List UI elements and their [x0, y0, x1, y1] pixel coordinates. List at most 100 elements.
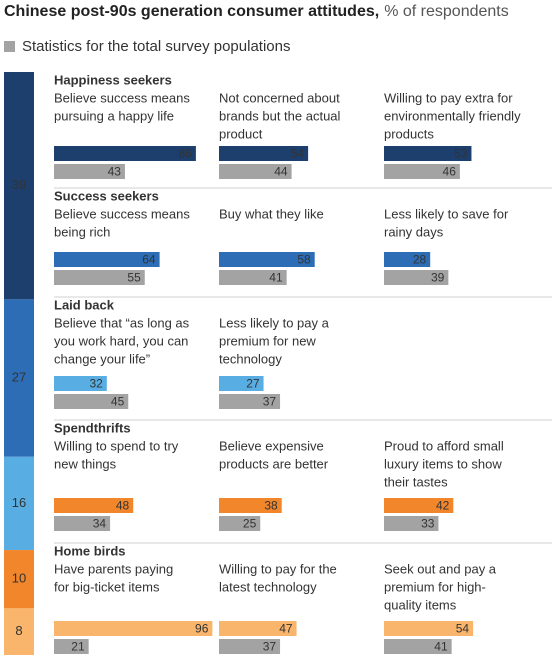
- total-bar: [384, 639, 452, 654]
- total-bar: [54, 270, 145, 285]
- item-label: Believe expensive: [219, 438, 324, 453]
- segment-bar: [54, 498, 134, 513]
- segment-bar: [54, 252, 160, 267]
- item-label: technology: [219, 351, 282, 366]
- bar-value: 42: [436, 499, 450, 513]
- total-bar: [219, 270, 287, 285]
- bar-value: 54: [456, 622, 470, 636]
- group-title: Success seekers: [54, 188, 159, 203]
- bar-value: 32: [89, 377, 103, 391]
- bar-value: 21: [71, 640, 85, 654]
- group-title: Laid back: [54, 297, 115, 312]
- item-label: being rich: [54, 224, 110, 239]
- group-title: Home birds: [54, 543, 126, 558]
- legend-swatch: [4, 41, 15, 52]
- item-label: Believe success means: [54, 90, 190, 105]
- share-segment: [4, 299, 34, 457]
- item-label: premium for new: [219, 333, 316, 348]
- segment-bar: [384, 498, 454, 513]
- segment-bar: [219, 376, 264, 391]
- item-label: change your life”: [54, 351, 150, 366]
- item-label: rainy days: [384, 224, 444, 239]
- segment-bar: [54, 146, 196, 161]
- bar-value: 25: [243, 517, 257, 531]
- total-bar: [54, 516, 111, 531]
- bar-value: 86: [179, 147, 193, 161]
- bar-value: 64: [142, 253, 156, 267]
- segment-bar: [54, 376, 107, 391]
- item-label: latest technology: [219, 579, 317, 594]
- item-label: Seek out and pay a: [384, 561, 497, 576]
- item-label: Willing to pay extra for: [384, 90, 513, 105]
- bar-value: 53: [454, 147, 468, 161]
- total-bar: [54, 394, 129, 409]
- bar-value: 46: [443, 165, 457, 179]
- total-bar: [384, 164, 460, 179]
- item-label: new things: [54, 456, 117, 471]
- group-title: Spendthrifts: [54, 420, 131, 435]
- total-bar: [54, 639, 89, 654]
- share-segment: [4, 72, 34, 300]
- title: Chinese post-90s generation consumer att…: [4, 3, 379, 20]
- total-bar: [384, 270, 449, 285]
- bar-value: 55: [127, 271, 141, 285]
- bar-value: 96: [195, 622, 209, 636]
- item-label: premium for high-: [384, 579, 486, 594]
- share-segment: [4, 456, 34, 551]
- bar-value: 27: [246, 377, 260, 391]
- bar-value: 37: [263, 395, 277, 409]
- segment-bar: [384, 252, 431, 267]
- segment-bar: [219, 252, 315, 267]
- item-label: Have parents paying: [54, 561, 173, 576]
- total-bar: [54, 164, 125, 179]
- item-label: Less likely to pay a: [219, 315, 330, 330]
- total-bar: [384, 516, 439, 531]
- legend-label: Statistics for the total survey populati…: [22, 38, 290, 55]
- item-label: Proud to afford small: [384, 438, 504, 453]
- item-label: quality items: [384, 597, 457, 612]
- item-label: Believe that “as long as: [54, 315, 190, 330]
- total-bar: [219, 164, 292, 179]
- subtitle: % of respondents: [384, 3, 509, 20]
- bar-value: 41: [269, 271, 283, 285]
- total-bar: [219, 639, 281, 654]
- item-label: luxury items to show: [384, 456, 502, 471]
- bar-value: 41: [434, 640, 448, 654]
- item-label: products are better: [219, 456, 329, 471]
- item-label: for big-ticket items: [54, 579, 160, 594]
- segment-bar: [219, 621, 297, 636]
- item-label: Willing to spend to try: [54, 438, 179, 453]
- bar-value: 47: [279, 622, 293, 636]
- item-label: brands but the actual: [219, 108, 341, 123]
- share-label: 39: [12, 177, 26, 192]
- total-bar: [219, 516, 261, 531]
- item-label: Buy what they like: [219, 206, 324, 221]
- bar-value: 43: [108, 165, 122, 179]
- group-title: Happiness seekers: [54, 72, 172, 87]
- bar-value: 28: [413, 253, 427, 267]
- share-label: 8: [15, 623, 22, 638]
- item-label: Willing to pay for the: [219, 561, 337, 576]
- bar-value: 58: [297, 253, 311, 267]
- bar-value: 38: [264, 499, 278, 513]
- item-label: environmentally friendly: [384, 108, 521, 123]
- share-segment: [4, 608, 34, 655]
- bar-value: 39: [431, 271, 445, 285]
- bar-value: 48: [116, 499, 130, 513]
- segment-bar: [384, 146, 472, 161]
- item-label: their tastes: [384, 474, 448, 489]
- bar-value: 34: [93, 517, 107, 531]
- segment-bar: [384, 621, 474, 636]
- item-label: you work hard, you can: [54, 333, 188, 348]
- segment-bar: [219, 146, 309, 161]
- bar-value: 45: [111, 395, 125, 409]
- item-label: Believe success means: [54, 206, 190, 221]
- item-label: Not concerned about: [219, 90, 340, 105]
- share-segment: [4, 550, 34, 609]
- bar-value: 37: [263, 640, 277, 654]
- share-label: 16: [12, 495, 26, 510]
- bar-value: 44: [274, 165, 288, 179]
- total-bar: [219, 394, 281, 409]
- bar-value: 33: [421, 517, 435, 531]
